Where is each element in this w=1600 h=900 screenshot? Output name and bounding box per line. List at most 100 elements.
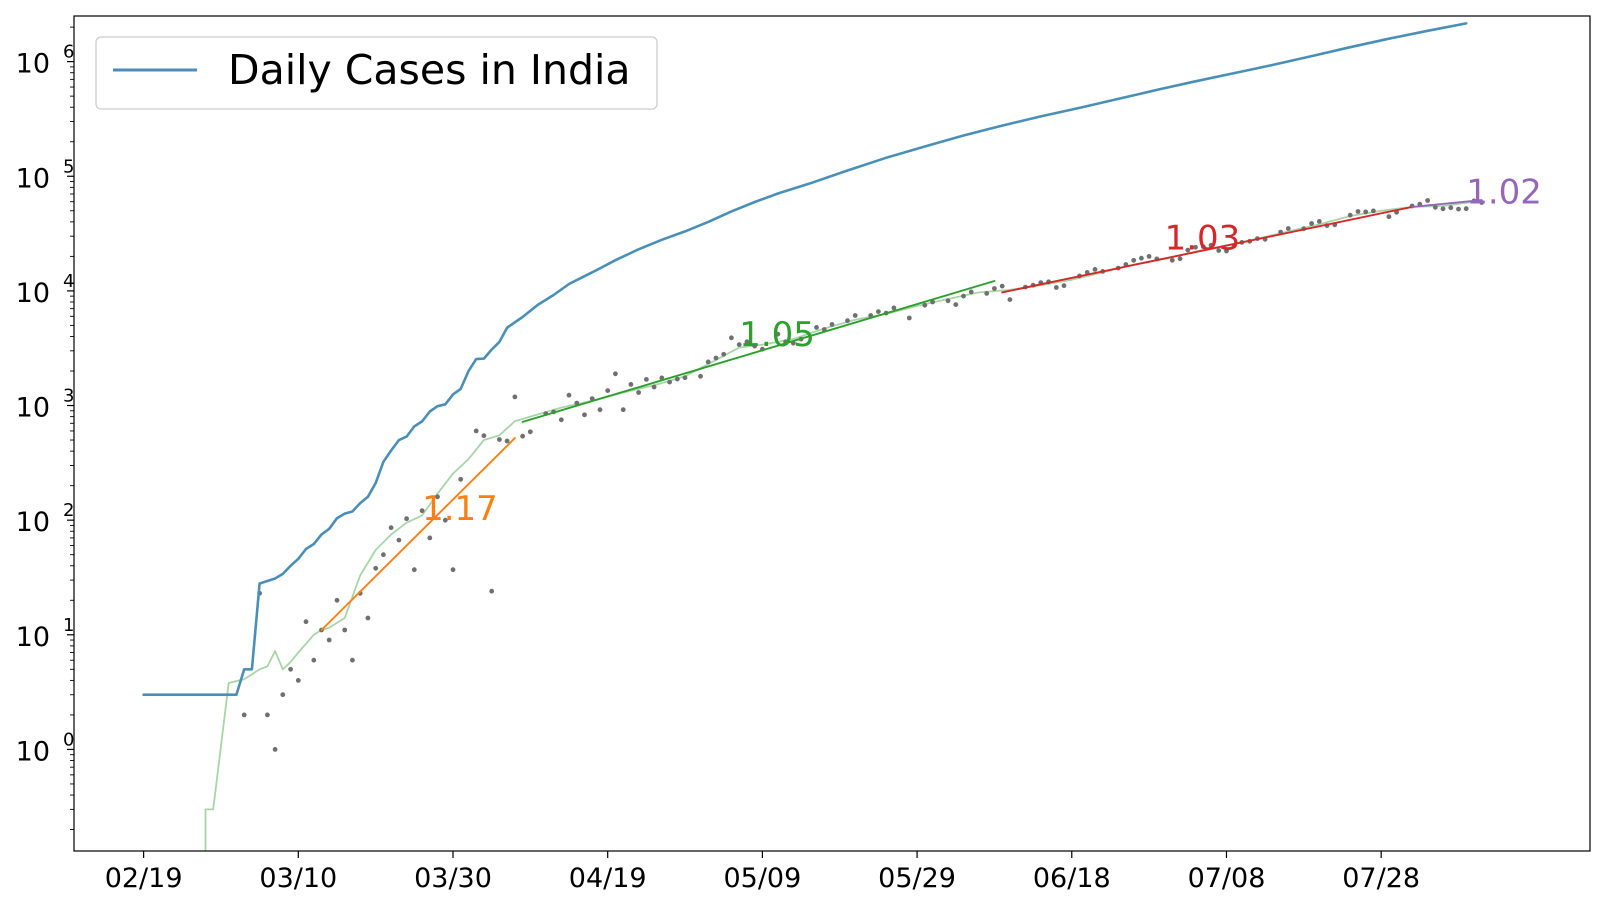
daily-point <box>435 494 440 500</box>
daily-point <box>1200 244 1206 250</box>
axes-frame <box>73 15 1591 852</box>
daily-point <box>674 376 680 382</box>
growth-rate-label-4: 1.02 <box>1466 172 1542 212</box>
daily-point <box>891 305 897 311</box>
daily-point <box>1131 257 1137 263</box>
daily-point <box>334 597 340 603</box>
daily-point <box>1007 297 1013 302</box>
daily-point <box>241 712 247 718</box>
daily-point <box>527 429 533 435</box>
daily-point <box>566 392 572 398</box>
daily-point <box>1216 248 1222 253</box>
legend: Daily Cases in India <box>95 36 658 110</box>
daily-point <box>1448 205 1454 211</box>
x-tick-label: 02/19 <box>105 863 183 894</box>
daily-point <box>1177 256 1183 262</box>
daily-point <box>922 302 928 308</box>
daily-point <box>458 476 464 482</box>
daily-point <box>1363 209 1369 215</box>
daily-point <box>876 309 881 314</box>
y-tick-exponent: 0 <box>63 729 74 750</box>
daily-point <box>520 433 525 439</box>
daily-point <box>396 537 402 543</box>
daily-point <box>1285 226 1291 231</box>
daily-point <box>1053 285 1059 290</box>
daily-point <box>265 712 270 718</box>
daily-point <box>295 678 301 683</box>
daily-point <box>605 388 611 393</box>
y-tick-exponent: 2 <box>63 500 74 521</box>
growth-fit-line-4 <box>1411 199 1483 208</box>
daily-point <box>450 567 456 573</box>
daily-point <box>1425 198 1430 203</box>
daily-point <box>303 619 309 625</box>
daily-point <box>1208 242 1214 248</box>
daily-point <box>705 359 711 365</box>
daily-point <box>1463 206 1469 212</box>
daily-point <box>945 298 951 304</box>
x-tick-label: 07/28 <box>1342 863 1420 894</box>
growth-rate-label-3: 1.03 <box>1165 218 1241 258</box>
daily-point <box>1139 255 1144 261</box>
y-tick-label: 10 <box>16 507 50 538</box>
daily-point <box>814 325 819 330</box>
x-tick-label: 06/18 <box>1033 863 1111 894</box>
smoothed-line <box>204 200 1475 851</box>
daily-point <box>350 657 355 663</box>
y-tick-exponent: 4 <box>63 271 74 292</box>
growth-fit-line-2 <box>521 280 996 423</box>
x-tick-label: 05/29 <box>878 863 956 894</box>
growth-rate-label-2: 1.05 <box>739 315 815 355</box>
daily-point <box>713 355 719 361</box>
y-tick-label: 10 <box>16 163 50 194</box>
daily-point <box>326 637 332 643</box>
daily-point <box>906 315 912 321</box>
daily-point <box>427 535 433 541</box>
daily-point <box>644 377 649 382</box>
daily-point <box>504 438 510 444</box>
daily-point <box>365 615 371 621</box>
x-tick-label: 04/19 <box>569 863 647 894</box>
daily-point <box>1092 267 1098 272</box>
daily-point <box>419 508 425 514</box>
daily-point <box>381 552 386 558</box>
daily-point <box>651 384 657 390</box>
daily-point <box>775 331 781 337</box>
x-tick-label: 07/08 <box>1188 863 1266 894</box>
y-tick-exponent: 6 <box>63 42 74 63</box>
daily-point <box>667 379 672 385</box>
daily-point <box>1456 206 1461 212</box>
daily-point <box>288 666 293 672</box>
plot-area <box>142 22 1485 851</box>
daily-point <box>992 286 997 291</box>
daily-point <box>984 291 990 296</box>
y-axis: 10 0 10 1 10 2 10 3 10 4 10 5 10 6 <box>16 26 74 831</box>
daily-point <box>628 382 634 387</box>
daily-point <box>1386 214 1392 220</box>
daily-point <box>489 588 495 594</box>
daily-point <box>845 318 850 324</box>
y-tick-label: 10 <box>16 736 50 767</box>
cumulative-cases-line <box>142 22 1468 696</box>
daily-point <box>311 657 317 663</box>
daily-point <box>481 433 487 439</box>
daily-point <box>574 400 580 406</box>
legend-label: Daily Cases in India <box>228 46 631 94</box>
x-tick-label: 03/30 <box>414 863 492 894</box>
daily-point <box>729 335 734 341</box>
y-tick-exponent: 5 <box>63 156 74 177</box>
daily-point <box>373 565 379 571</box>
daily-point <box>829 322 835 327</box>
daily-point <box>1479 200 1485 205</box>
daily-point <box>1193 244 1198 250</box>
daily-point <box>752 343 758 349</box>
daily-point <box>1347 212 1353 218</box>
daily-point <box>613 371 618 377</box>
daily-point <box>1371 208 1376 214</box>
daily-point <box>388 525 394 531</box>
x-tick-label: 03/10 <box>259 863 337 894</box>
daily-point <box>411 567 417 573</box>
daily-point <box>968 289 974 295</box>
daily-point <box>721 351 727 357</box>
